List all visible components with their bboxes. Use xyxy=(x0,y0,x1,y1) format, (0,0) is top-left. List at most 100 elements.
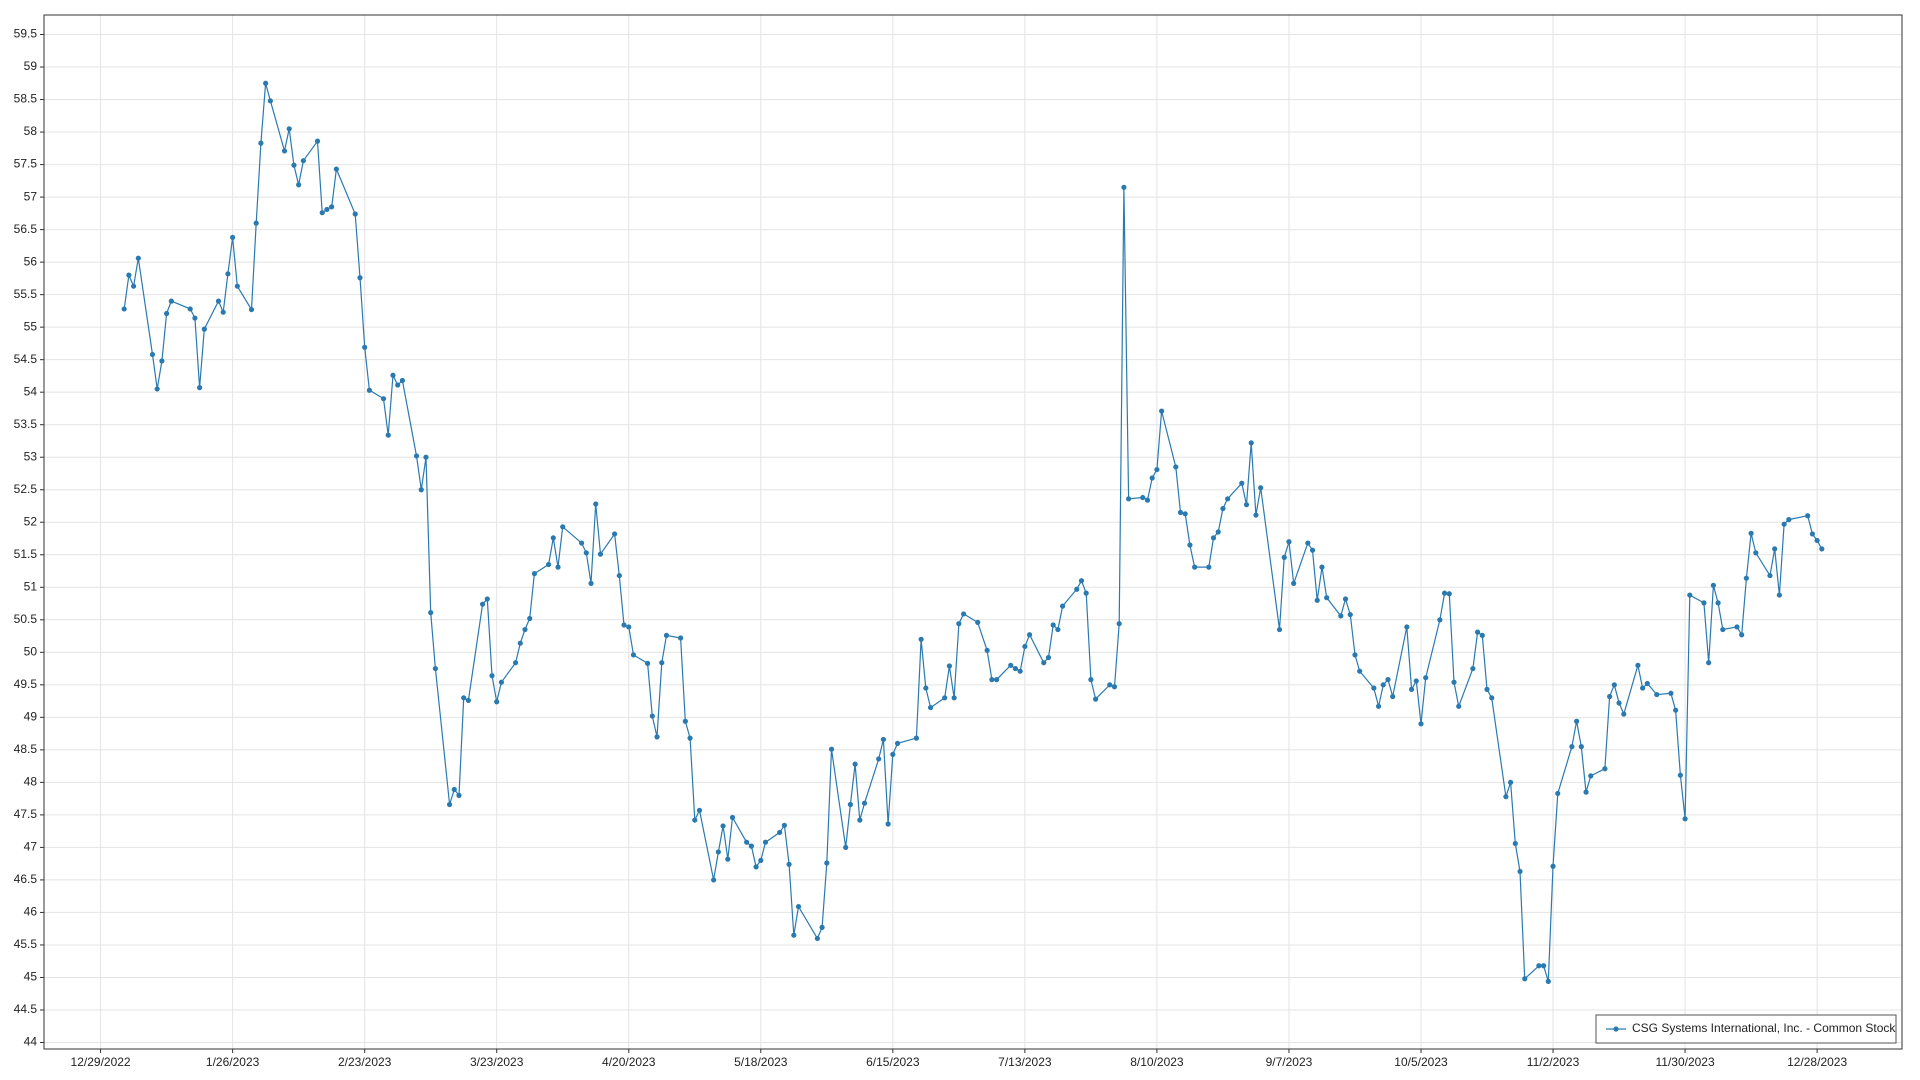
data-point xyxy=(1220,505,1226,512)
data-point xyxy=(385,432,391,438)
y-tick-label: 57.5 xyxy=(14,157,38,171)
data-point xyxy=(795,903,802,910)
data-point xyxy=(329,204,335,210)
y-tick-label: 58 xyxy=(24,124,38,138)
data-point xyxy=(1248,440,1254,446)
data-point xyxy=(319,210,325,216)
data-point xyxy=(725,856,731,862)
legend: CSG Systems International, Inc. - Common… xyxy=(1595,1014,1897,1044)
data-point xyxy=(993,677,1000,683)
y-tick-label: 46 xyxy=(24,905,38,919)
legend-box xyxy=(1595,1014,1897,1044)
data-point xyxy=(1446,591,1452,597)
data-point xyxy=(989,677,995,683)
data-point xyxy=(461,695,467,701)
data-point xyxy=(791,932,797,938)
data-point xyxy=(1154,466,1160,473)
data-point xyxy=(126,272,132,278)
data-point xyxy=(1720,626,1726,633)
data-point xyxy=(197,385,203,391)
data-point xyxy=(852,761,858,767)
data-point xyxy=(1121,184,1127,190)
data-point xyxy=(1602,766,1608,772)
data-point xyxy=(663,632,670,639)
data-point xyxy=(1390,693,1396,700)
y-tick-label: 59.5 xyxy=(14,27,38,41)
data-point xyxy=(1093,696,1099,702)
data-point xyxy=(762,839,769,845)
data-point xyxy=(692,817,698,823)
data-point xyxy=(781,822,787,828)
y-tick-label: 49.5 xyxy=(14,677,38,691)
data-point xyxy=(1342,596,1349,602)
data-point xyxy=(960,611,967,617)
data-point xyxy=(489,673,495,679)
data-point xyxy=(1753,550,1759,556)
data-point xyxy=(678,635,684,641)
data-point xyxy=(300,158,306,164)
data-point xyxy=(1578,744,1584,750)
data-point xyxy=(1767,572,1773,579)
data-point xyxy=(1045,654,1052,661)
y-tick-label: 56.5 xyxy=(14,222,38,236)
series-line xyxy=(123,83,1823,982)
data-point xyxy=(1055,626,1061,633)
data-point xyxy=(946,663,953,669)
data-point xyxy=(1611,682,1617,688)
data-point xyxy=(1126,496,1132,502)
data-point xyxy=(286,126,292,132)
data-point xyxy=(894,740,901,746)
data-point xyxy=(1026,632,1033,638)
data-point xyxy=(1706,660,1712,666)
y-tick-label: 50 xyxy=(24,644,38,658)
data-point xyxy=(1243,502,1250,508)
data-point xyxy=(1173,464,1179,470)
data-point xyxy=(876,756,882,762)
data-point xyxy=(1276,626,1283,633)
data-point xyxy=(1324,595,1330,601)
data-point xyxy=(1814,537,1820,544)
data-point xyxy=(1050,622,1056,628)
data-point xyxy=(1041,660,1047,666)
data-point xyxy=(1357,668,1363,674)
data-point xyxy=(225,271,231,277)
data-point xyxy=(333,166,339,172)
data-point xyxy=(1107,682,1113,688)
data-point xyxy=(1470,665,1476,672)
data-point xyxy=(857,817,863,823)
data-point xyxy=(314,138,321,144)
data-point xyxy=(1371,685,1377,691)
data-point xyxy=(1239,480,1245,486)
data-point xyxy=(1489,695,1495,701)
data-point xyxy=(1187,542,1193,548)
data-point xyxy=(1074,586,1080,592)
data-point xyxy=(654,734,660,740)
y-tick-label: 55.5 xyxy=(14,287,38,301)
data-point xyxy=(1149,475,1155,481)
data-point xyxy=(1517,868,1523,875)
y-tick-label: 53 xyxy=(24,449,38,463)
data-point xyxy=(1640,685,1646,691)
y-tick-label: 44 xyxy=(24,1035,38,1049)
data-point xyxy=(1776,592,1782,598)
data-point xyxy=(1215,529,1221,535)
data-point xyxy=(1734,624,1740,630)
data-point xyxy=(1281,554,1287,560)
data-point xyxy=(517,640,523,646)
data-point xyxy=(1512,840,1518,847)
data-point xyxy=(1715,600,1721,606)
data-point xyxy=(1286,539,1292,545)
data-point xyxy=(885,821,891,827)
y-tick-label: 52 xyxy=(24,514,38,528)
data-point xyxy=(861,800,868,806)
data-point xyxy=(531,571,538,577)
data-point xyxy=(711,877,717,883)
x-tick-label: 11/30/2023 xyxy=(1655,1055,1714,1069)
x-tick-label: 11/2/2023 xyxy=(1527,1055,1580,1069)
plot-frame xyxy=(43,14,1903,1050)
data-point xyxy=(428,610,434,616)
data-point xyxy=(1441,590,1448,596)
data-point xyxy=(621,622,627,628)
data-point xyxy=(744,839,750,845)
